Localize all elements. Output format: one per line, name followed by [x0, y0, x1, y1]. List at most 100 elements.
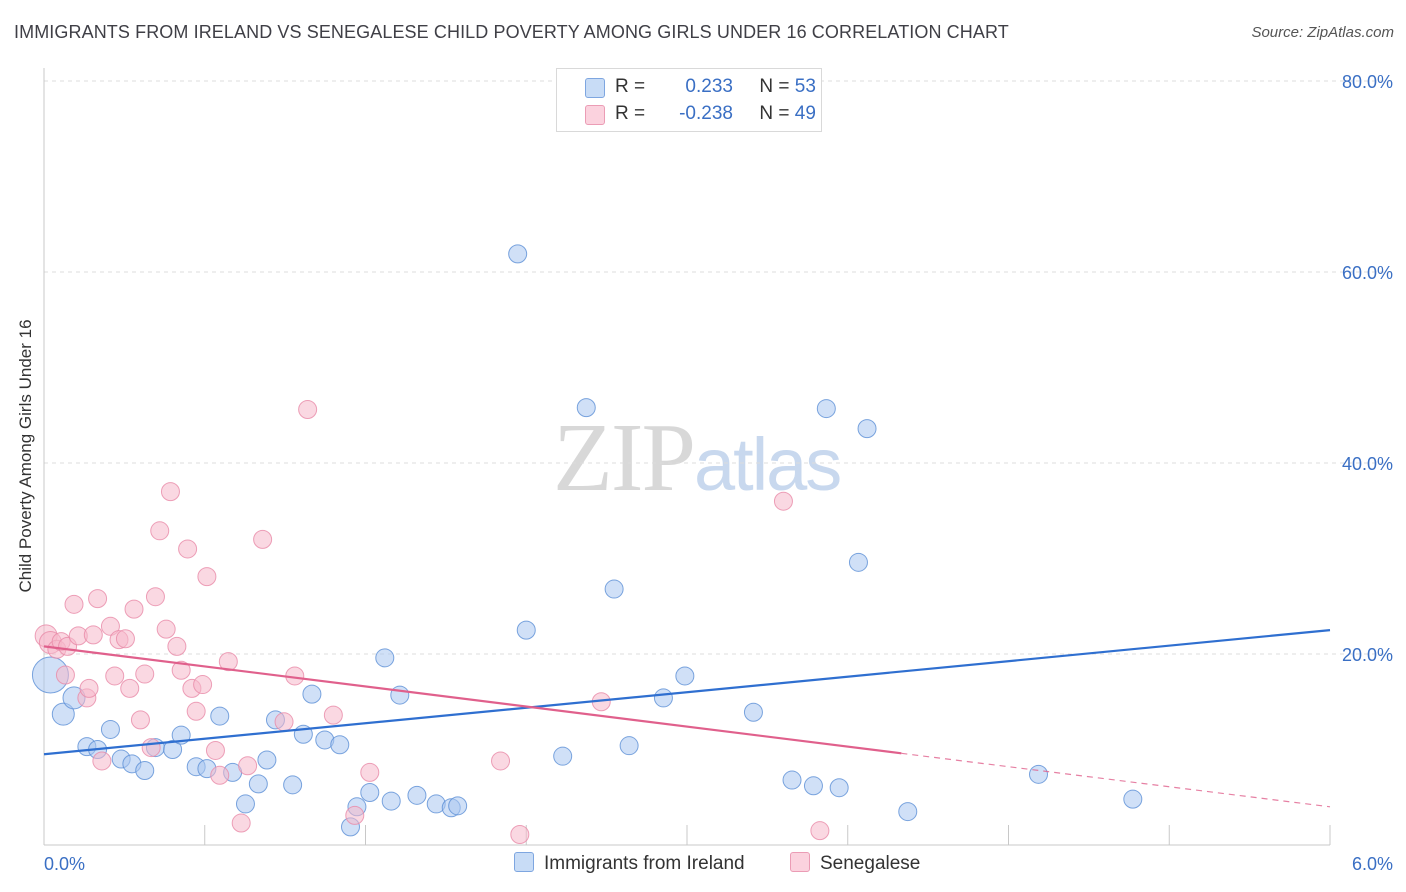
ireland-point	[51, 702, 75, 726]
ireland-point	[857, 419, 877, 439]
watermark-zip: ZIP	[553, 404, 696, 512]
chart-title: IMMIGRANTS FROM IRELAND VS SENEGALESE CH…	[14, 22, 1009, 42]
senegalese-point	[55, 665, 75, 685]
ireland-point	[576, 398, 596, 418]
legend-r-label: R =	[615, 76, 646, 97]
senegalese-point	[100, 616, 120, 636]
ireland-point	[619, 736, 639, 756]
ireland-point	[448, 796, 468, 816]
senegalese-point	[323, 705, 343, 725]
senegalese-point	[145, 587, 165, 607]
ireland-point	[829, 778, 849, 798]
ireland-point	[1123, 789, 1143, 809]
ireland-point	[302, 684, 322, 704]
ireland-point	[407, 785, 427, 805]
ireland-point	[210, 706, 230, 726]
senegalese-point	[167, 636, 187, 656]
ireland-point	[283, 775, 303, 795]
senegalese-point	[218, 652, 238, 672]
ireland-point	[330, 735, 350, 755]
y-tick-label: 80.0%	[1342, 72, 1393, 92]
legend-r-value: -0.238	[679, 103, 733, 124]
ireland-point	[257, 750, 277, 770]
legend-n-label: N =	[759, 103, 790, 124]
senegalese-point	[231, 813, 251, 833]
senegalese-point	[193, 675, 213, 695]
senegalese-point	[92, 751, 112, 771]
legend-n-value: 49	[794, 103, 816, 124]
senegalese-point	[105, 666, 125, 686]
senegalese-point	[178, 539, 198, 559]
watermark-atlas: atlas	[694, 423, 842, 506]
senegalese-point	[124, 599, 144, 619]
senegalese-point	[210, 765, 230, 785]
senegalese-point	[253, 529, 273, 549]
ireland-point	[375, 648, 395, 668]
senegalese-point	[135, 664, 155, 684]
senegalese-point	[186, 701, 206, 721]
senegalese-point	[83, 625, 103, 645]
senegalese-point	[298, 400, 318, 420]
ireland-point	[675, 666, 695, 686]
ireland-point	[803, 776, 823, 796]
senegalese-point	[156, 619, 176, 639]
senegalese-point	[141, 738, 161, 758]
senegalese-point	[197, 567, 217, 587]
bottom-legend-swatch-ireland	[514, 852, 534, 872]
legend-swatch-senegalese	[585, 105, 605, 125]
senegalese-point	[171, 660, 191, 680]
senegalese-point	[238, 756, 258, 776]
senegalese-point	[79, 678, 99, 698]
ireland-point	[360, 782, 380, 802]
ireland-point	[553, 746, 573, 766]
senegalese-point	[120, 678, 140, 698]
senegalese-point	[345, 805, 365, 825]
legend-r-value: 0.233	[685, 76, 733, 97]
bottom-legend-label-senegalese: Senegalese	[820, 853, 921, 874]
senegalese-point	[160, 482, 180, 502]
ireland-point	[653, 688, 673, 708]
ireland-trend-line	[43, 629, 1331, 756]
watermark: ZIPatlas	[553, 400, 842, 514]
ireland-point	[898, 802, 918, 822]
x-tick-label: 6.0%	[1352, 854, 1393, 874]
bottom-legend-ireland: Immigrants from Ireland	[514, 852, 745, 875]
ireland-point	[743, 702, 763, 722]
senegalese-point	[150, 521, 170, 541]
bottom-legend-label-ireland: Immigrants from Ireland	[544, 853, 745, 874]
senegalese-point	[205, 740, 225, 760]
ireland-point	[516, 620, 536, 640]
ireland-point	[848, 552, 868, 572]
ireland-point	[604, 579, 624, 599]
y-tick-label: 20.0%	[1342, 645, 1393, 665]
x-tick-label: 0.0%	[44, 854, 85, 874]
ireland-point	[248, 774, 268, 794]
ireland-point	[381, 791, 401, 811]
senegalese-point	[88, 589, 108, 609]
senegalese-point	[274, 712, 294, 732]
ireland-point	[390, 685, 410, 705]
legend-swatch-ireland	[585, 78, 605, 98]
ireland-point	[235, 794, 255, 814]
senegalese-trend-extension	[901, 752, 1331, 808]
senegalese-point	[510, 824, 530, 844]
senegalese-trend-line	[43, 645, 902, 755]
senegalese-point	[64, 594, 84, 614]
correlation-legend: R = 0.233 N = 53 R = -0.238 N = 49	[556, 68, 822, 132]
legend-n-label: N =	[759, 76, 790, 97]
y-axis-label: Child Poverty Among Girls Under 16	[16, 319, 35, 593]
senegalese-point	[773, 491, 793, 511]
senegalese-point	[360, 762, 380, 782]
legend-r-label: R =	[615, 103, 646, 124]
legend-n-value: 53	[794, 76, 816, 97]
ireland-point	[508, 244, 528, 264]
senegalese-point	[491, 751, 511, 771]
ireland-point	[1029, 764, 1049, 784]
y-tick-label: 60.0%	[1342, 263, 1393, 283]
ireland-point	[135, 761, 155, 781]
senegalese-point	[810, 821, 830, 841]
senegalese-point	[115, 629, 135, 649]
ireland-point	[816, 399, 836, 419]
bottom-legend-senegalese: Senegalese	[790, 852, 920, 875]
